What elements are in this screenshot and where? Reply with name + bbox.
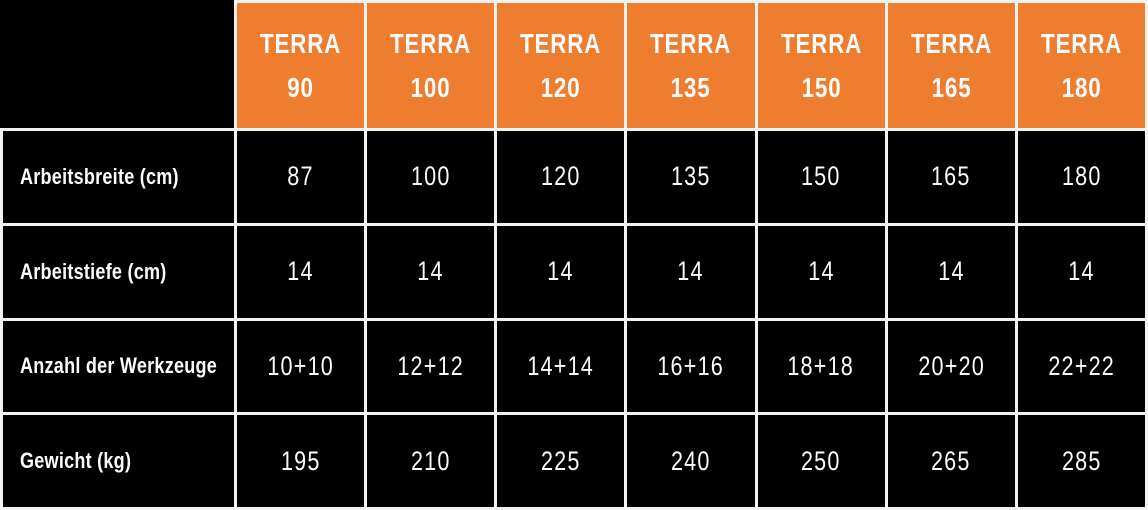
row-label-text: Arbeitsbreite (cm) [20, 163, 179, 189]
value-text: 195 [280, 445, 321, 476]
value-text: 225 [541, 445, 581, 476]
column-header-brand: TERRA [780, 27, 862, 59]
value-text: 150 [801, 161, 841, 192]
value-cell: 14 [1014, 222, 1148, 321]
value-text: 180 [1061, 161, 1102, 192]
value-text: 265 [931, 445, 972, 476]
value-cell: 14 [754, 222, 888, 321]
value-cell: 87 [233, 128, 368, 226]
header-row: TERRA 90 TERRA 100 TERRA 120 TERRA 135 TERRA 150 T… [1, 0, 1148, 131]
value-text: 100 [410, 161, 451, 192]
value-cell: 14 [233, 222, 368, 321]
value-cell: 14 [884, 222, 1018, 321]
column-header-model: 165 [931, 71, 972, 103]
column-header-model: 135 [671, 71, 711, 103]
row-label-text: Arbeitstiefe (cm) [20, 258, 167, 284]
value-cell: 14 [494, 222, 628, 321]
value-cell: 20+20 [884, 317, 1018, 416]
value-text: 240 [671, 445, 711, 476]
value-cell: 195 [233, 412, 368, 510]
value-text: 14 [1068, 256, 1095, 287]
value-text: 135 [671, 161, 711, 192]
value-cell: 135 [624, 128, 758, 226]
row-label-text: Anzahl der Werkzeuge [20, 353, 218, 379]
value-cell: 225 [494, 412, 628, 510]
column-header-terra-135: TERRA 135 [624, 0, 758, 131]
column-header-terra-90: TERRA 90 [233, 0, 368, 131]
value-cell: 14 [624, 222, 758, 321]
value-cell: 16+16 [624, 317, 758, 416]
column-header-brand: TERRA [520, 27, 602, 59]
value-cell: 14 [364, 222, 498, 321]
value-cell: 10+10 [233, 317, 368, 416]
column-header-brand: TERRA [910, 27, 992, 59]
value-cell: 250 [754, 412, 888, 510]
value-text: 16+16 [657, 350, 725, 381]
column-header-model: 180 [1061, 71, 1102, 103]
column-header-brand: TERRA [650, 27, 732, 59]
value-text: 14 [547, 256, 575, 287]
value-text: 22+22 [1048, 350, 1115, 381]
value-text: 12+12 [397, 350, 465, 381]
value-cell: 100 [364, 128, 498, 226]
value-text: 87 [287, 161, 314, 192]
column-header-terra-100: TERRA 100 [364, 0, 498, 131]
column-header-model: 100 [410, 71, 451, 103]
value-cell: 285 [1014, 412, 1148, 510]
column-header-terra-180: TERRA 180 [1014, 0, 1148, 131]
value-text: 14 [807, 256, 835, 287]
table-row: Arbeitsbreite (cm) 87 100 120 135 150 165 180 [0, 128, 1148, 226]
column-header-model: 150 [801, 71, 842, 103]
column-header-terra-120: TERRA 120 [494, 0, 628, 131]
value-cell: 18+18 [754, 317, 888, 416]
column-header-terra-165: TERRA 165 [884, 0, 1018, 131]
column-header-brand: TERRA [259, 27, 342, 59]
value-text: 165 [931, 161, 972, 192]
value-text: 210 [410, 445, 451, 476]
value-text: 20+20 [917, 350, 985, 381]
corner-cell [1, 1, 236, 130]
column-header-model: 120 [540, 71, 581, 103]
value-cell: 14+14 [494, 317, 628, 416]
column-header-terra-150: TERRA 150 [754, 0, 888, 131]
value-cell: 240 [624, 412, 758, 510]
value-cell: 120 [494, 128, 628, 226]
table-body: Arbeitsbreite (cm) 87 100 120 135 150 165 180 Ar… [0, 128, 1148, 510]
row-label-text: Gewicht (kg) [20, 448, 132, 474]
table-row: Anzahl der Werkzeuge 10+10 12+12 14+14 16+16… [0, 317, 1148, 416]
value-text: 14 [417, 256, 444, 287]
row-label: Gewicht (kg) [0, 412, 237, 510]
value-text: 250 [801, 445, 841, 476]
value-cell: 265 [884, 412, 1018, 510]
column-header-brand: TERRA [390, 27, 472, 59]
value-cell: 150 [754, 128, 888, 226]
value-cell: 22+22 [1014, 317, 1148, 416]
value-cell: 165 [884, 128, 1018, 226]
value-text: 10+10 [267, 350, 334, 381]
value-cell: 12+12 [364, 317, 498, 416]
value-text: 18+18 [787, 350, 855, 381]
row-label: Arbeitstiefe (cm) [0, 222, 237, 321]
value-text: 120 [541, 161, 581, 192]
row-label: Anzahl der Werkzeuge [0, 317, 237, 416]
value-cell: 210 [364, 412, 498, 510]
table-row: Arbeitstiefe (cm) 14 14 14 14 14 14 14 [0, 222, 1148, 321]
value-text: 14+14 [527, 350, 595, 381]
column-header-model: 90 [287, 71, 314, 103]
column-header-brand: TERRA [1040, 27, 1122, 59]
row-label: Arbeitsbreite (cm) [0, 128, 237, 226]
value-text: 14 [938, 256, 965, 287]
value-cell: 180 [1014, 128, 1148, 226]
value-text: 285 [1061, 445, 1102, 476]
value-text: 14 [287, 256, 314, 287]
table-row: Gewicht (kg) 195 210 225 240 250 265 285 [0, 412, 1148, 510]
value-text: 14 [677, 256, 705, 287]
